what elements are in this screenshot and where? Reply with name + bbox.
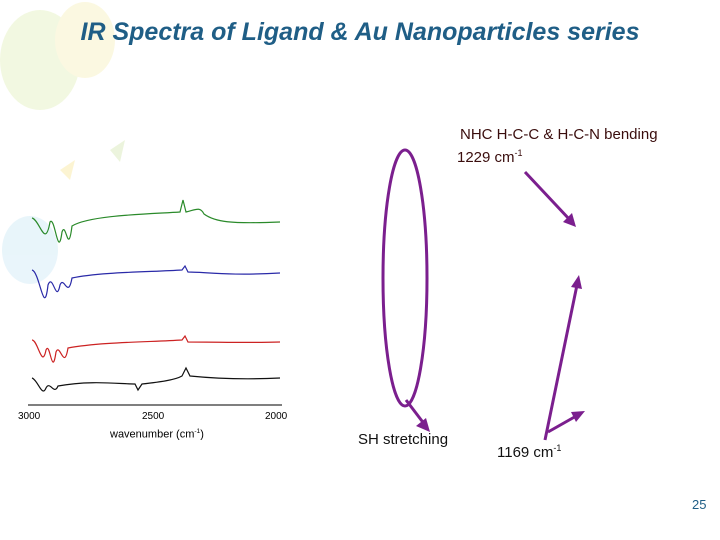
annotation: NHC H-C-C & H-C-N bending: [460, 126, 658, 143]
arrowhead: [416, 418, 430, 432]
slide-title: IR Spectra of Ligand & Au Nanoparticles …: [80, 18, 640, 46]
arrowhead: [571, 411, 585, 422]
x-axis-label: wavenumber (cm-1): [110, 428, 204, 441]
label-sup: -1: [194, 428, 201, 435]
x-tick-label: 2500: [142, 411, 165, 422]
annotation-sup: -1: [553, 443, 562, 453]
spectra-figure: [28, 199, 282, 406]
annotation-marks: [381, 148, 579, 441]
annotation-sup: -1: [514, 148, 523, 158]
sh-region-ellipse: [381, 148, 429, 408]
arrowhead: [571, 275, 582, 289]
label-text: ): [200, 428, 204, 441]
arrow: [404, 399, 427, 426]
arrow: [543, 284, 579, 441]
arrowheads: [416, 213, 585, 432]
annotation: SH stretching: [358, 431, 449, 448]
arrow: [523, 170, 572, 222]
annotation-text: 1229 cm: [457, 149, 515, 166]
annotation: 1229 cm-1: [457, 148, 523, 166]
label-text: wavenumber (cm: [110, 428, 195, 441]
annotation-text: 1169 cm: [497, 444, 554, 461]
page-number: 25: [692, 497, 707, 512]
black-spectrum: [31, 366, 281, 392]
green-spectrum: [31, 199, 281, 243]
annotation: 1169 cm-1: [497, 443, 561, 461]
arrowhead: [563, 213, 576, 227]
blue-spectrum: [31, 264, 281, 299]
arrow: [547, 413, 579, 434]
x-tick-label: 3000: [18, 411, 41, 422]
x-tick-label: 2000: [265, 411, 288, 422]
red-spectrum: [31, 334, 281, 363]
